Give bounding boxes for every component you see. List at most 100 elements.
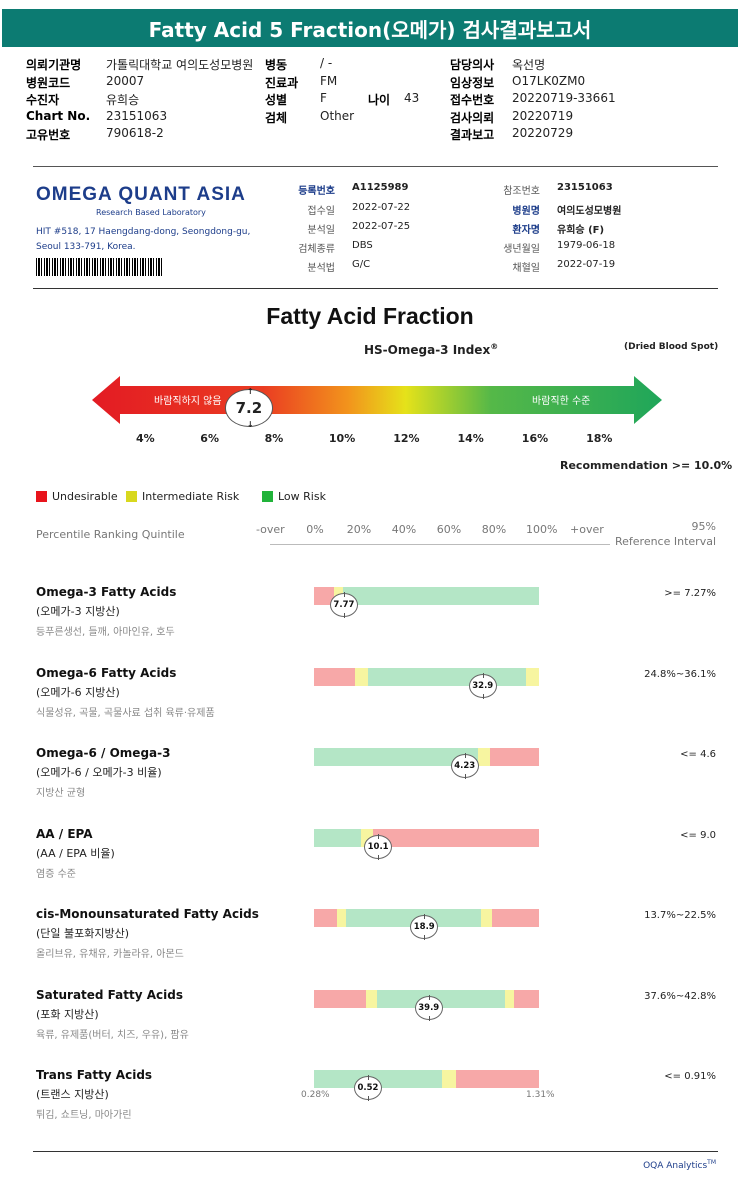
bar-segment-red: [314, 587, 335, 605]
index-label: HS-Omega-3 Index: [364, 343, 491, 357]
dob-value: 1979-06-18: [557, 240, 616, 251]
fatty-acid-name: Omega-6 / Omega-3: [36, 746, 171, 760]
footer-brand: OQA AnalyticsTM: [643, 1159, 716, 1171]
header-v3-row3: 20220719: [512, 108, 574, 123]
collected-label: 채혈일: [512, 263, 540, 274]
fatty-acid-name: Saturated Fatty Acids: [36, 987, 183, 1002]
header-l2-row1: 진료과: [265, 75, 299, 90]
index-value-marker: 7.2 ↑ ↓: [224, 387, 273, 429]
hospital-label: 병원명: [512, 206, 540, 217]
value-marker: 4.23: [450, 753, 479, 779]
percentile-bar: [314, 1070, 539, 1088]
value-marker: 18.9: [410, 914, 439, 940]
value-marker: 10.1: [364, 833, 393, 860]
bar-segment-yellow: [365, 989, 377, 1008]
percentile-tick: 60%: [436, 523, 462, 536]
legend-item: Intermediate Risk: [126, 490, 239, 503]
index-tick: 14%: [457, 432, 484, 445]
percentile-tick: 20%: [346, 523, 372, 536]
bar-segment-yellow: [442, 1070, 456, 1088]
bar-segment-red: [455, 1070, 539, 1088]
index-tick: 4%: [136, 432, 155, 445]
section-title: Fatty Acid Fraction: [266, 303, 474, 329]
patient-value: 유희승 (F): [557, 225, 605, 236]
method-value: G/C: [352, 259, 371, 270]
fatty-acid-korean: (트랜스 지방산): [36, 1088, 109, 1101]
header-l2-row3: 검체: [265, 110, 288, 125]
legend-item: Undesirable: [36, 490, 118, 503]
bar-segment-red: [491, 909, 539, 927]
reference-interval: >= 7.27%: [664, 588, 716, 599]
header-l1-row0: 의뢰기관명: [26, 58, 82, 72]
fatty-acid-sources: 튀김, 쇼트닝, 마아가린: [36, 1110, 132, 1121]
recommendation: Recommendation >= 10.0%: [560, 459, 733, 472]
header-v2-row0: / -: [320, 56, 333, 70]
header-v2-row2: F: [320, 91, 327, 105]
bar-segment-yellow: [478, 748, 490, 766]
legend-swatch: [262, 491, 273, 502]
divider: [33, 1151, 718, 1152]
legend-item: Low Risk: [262, 490, 326, 503]
header-v1-row2: 유희승: [106, 93, 140, 107]
percentile-tick: 80%: [481, 523, 507, 536]
fatty-acid-sources: 육류, 유제품(버터, 치즈, 우유), 팜유: [36, 1029, 189, 1041]
header-l2b-row2: 나이: [368, 93, 391, 107]
barcode-image: [36, 258, 162, 276]
header-v1-row3: 23151063: [106, 108, 168, 123]
header-l1-row2: 수진자: [26, 93, 60, 107]
header-v1-row0: 가톨릭대학교 여의도성모병원: [106, 58, 254, 72]
fatty-acid-korean: (오메가-6 / 오메가-3 비율): [36, 766, 162, 779]
bar-segment-red: [489, 748, 539, 766]
bar-segment-yellow: [505, 989, 515, 1008]
fatty-acid-name: Omega-6 Fatty Acids: [36, 665, 177, 680]
header-l3-row2: 접수번호: [450, 93, 495, 107]
index-value: 7.2: [235, 399, 263, 417]
logo-text: OMEGA QUANT ASIA: [36, 184, 246, 205]
index-tick: 18%: [586, 432, 613, 445]
collected-value: 2022-07-19: [557, 259, 616, 270]
footer-sup: TM: [707, 1159, 716, 1166]
percentile-tick: 40%: [391, 523, 417, 536]
received-value: 2022-07-22: [352, 202, 411, 213]
fatty-acid-sources: 등푸른생선, 들깨, 아마인유, 호두: [36, 627, 175, 638]
bar-segment-red: [314, 909, 337, 927]
legend-label: Undesirable: [52, 490, 118, 503]
up-arrow-icon: ↑: [246, 387, 254, 396]
analyzed-label: 분석일: [307, 225, 335, 236]
index-sup: ®: [490, 342, 499, 351]
header-v3-row1: O17LK0ZM0: [512, 73, 586, 88]
patient-label: 환자명: [512, 225, 540, 236]
legend-swatch: [126, 491, 137, 502]
percentile-bar: [314, 748, 539, 766]
fatty-acid-korean: (오메가-3 지방산): [36, 605, 120, 618]
down-arrow-icon: ↓: [246, 420, 254, 429]
desirable-text: 바람직한 수준: [532, 394, 590, 407]
header-v1-row4: 790618-2: [106, 126, 164, 140]
lab-address: HIT #518, 17 Haengdang-dong, Seongdong-g…: [36, 225, 250, 255]
bar-segment-green: [377, 989, 506, 1008]
percentile-tick: -over: [256, 523, 285, 536]
header-v2b-row2: 43: [404, 91, 420, 105]
legend-label: Intermediate Risk: [142, 490, 240, 503]
fatty-acid-korean: (오메가-6 지방산): [36, 685, 120, 699]
header-l1-row3: Chart No.: [26, 108, 91, 123]
header-v3-row0: 옥선명: [512, 58, 546, 72]
header-l2-row2: 성별: [265, 93, 288, 107]
percentile-tick: 0%: [306, 523, 324, 536]
header-l1-row1: 병원코드: [26, 75, 71, 90]
divider: [33, 166, 718, 167]
fatty-acid-name: AA / EPA: [36, 826, 93, 841]
bar-segment-yellow: [361, 828, 373, 847]
fatty-acid-korean: (포화 지방산): [36, 1007, 99, 1021]
fatty-acid-name: Omega-3 Fatty Acids: [36, 585, 177, 599]
address-line-1: HIT #518, 17 Haengdang-dong, Seongdong-g…: [36, 227, 251, 237]
index-tick: 16%: [521, 432, 549, 445]
reference-interval: 37.6%~42.8%: [644, 990, 716, 1002]
method-label: 분석법: [307, 263, 335, 274]
reference-interval: <= 0.91%: [664, 1071, 716, 1082]
value-marker: 7.77: [329, 592, 358, 618]
fatty-acid-sources: 올리브유, 유채유, 카놀라유, 아몬드: [36, 949, 184, 960]
percentile-bar: [314, 909, 539, 927]
fatty-acid-korean: (단일 불포화지방산): [36, 927, 130, 940]
percentile-bar: [314, 667, 539, 686]
